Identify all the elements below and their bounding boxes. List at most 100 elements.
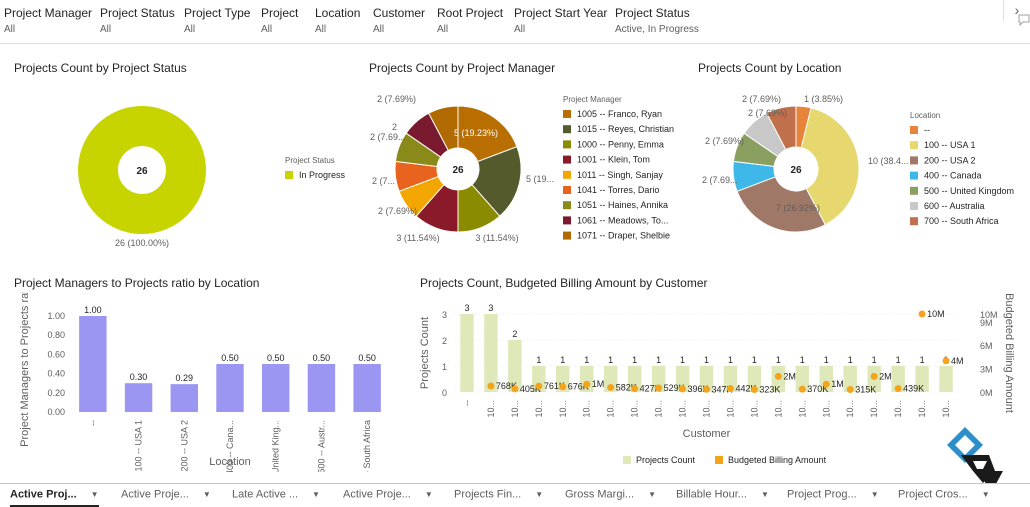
- bar-chart-ratio[interactable]: 0.00 0.20 0.40 0.60 0.80 1.00 1.00 -- 0.30 100 --…: [0, 292, 400, 472]
- point-data-label: 582K: [616, 382, 637, 392]
- point-data-label: 439K: [903, 384, 924, 394]
- page-tab[interactable]: Projects Fin... ▼: [454, 484, 543, 505]
- page-tab[interactable]: Project Cros... ▼: [898, 484, 990, 505]
- bar: [307, 364, 336, 412]
- bar: [699, 366, 714, 392]
- slice-data-label: 2 (7.69...: [370, 132, 406, 142]
- filter-value: All: [261, 24, 273, 35]
- x-tick-label: 10...: [654, 400, 664, 418]
- tab-label: Late Active ...: [232, 488, 299, 501]
- legend-swatch: [715, 456, 723, 464]
- comment-icon[interactable]: [1018, 14, 1030, 26]
- slice-data-label: 2 (7.69...: [702, 175, 738, 185]
- y-right-tick-label: 3M: [980, 365, 993, 375]
- donut-slice: [471, 146, 522, 217]
- bar: [170, 384, 198, 412]
- bar-data-label: 2: [512, 329, 517, 339]
- chevron-down-icon[interactable]: ▼: [312, 490, 320, 499]
- slice-data-label: 3 (11.54%): [475, 233, 518, 243]
- scatter-point: [535, 382, 543, 390]
- bar: [124, 383, 153, 412]
- filter-value: All: [4, 24, 16, 35]
- filter-slicer[interactable]: Customer All: [373, 6, 425, 35]
- y-tick-label: 0.60: [47, 349, 65, 359]
- page-tab[interactable]: Gross Margi... ▼: [565, 484, 656, 505]
- donut-chart-location[interactable]: 26 1 (3.85%) 10 (38.4... 7 (26.92%) 2 (7.69.…: [690, 80, 1030, 260]
- chart-title-manager: Projects Count by Project Manager: [369, 61, 556, 75]
- scatter-point: [798, 385, 806, 393]
- page-tab[interactable]: Project Prog... ▼: [787, 484, 879, 505]
- filter-slicer[interactable]: Project Status Active, In Progress: [615, 6, 699, 35]
- legend-swatch: [563, 140, 571, 149]
- bar: [915, 366, 929, 392]
- donut-slice: [800, 107, 860, 226]
- page-tab[interactable]: Active Proj... ▼: [10, 484, 99, 507]
- chevron-down-icon[interactable]: ▼: [760, 490, 769, 499]
- donut-chart-status[interactable]: 26 26 (100.00%) Project Status In Progress: [60, 80, 380, 260]
- bar-data-label: 1: [776, 355, 781, 365]
- page-tabs: Active Proj... ▼ Active Proje... ▼ Late Acti…: [0, 483, 1030, 507]
- chevron-down-icon[interactable]: ▼: [90, 490, 99, 499]
- chart-title-status: Projects Count by Project Status: [14, 61, 187, 75]
- filter-slicer[interactable]: Location All: [315, 6, 360, 35]
- chevron-down-icon[interactable]: ▼: [870, 490, 879, 499]
- filter-slicer[interactable]: Project Status All: [100, 6, 175, 35]
- bar-data-label: 1: [800, 355, 805, 365]
- legend-item-label: 1011 -- Singh, Sanjay: [577, 170, 663, 180]
- bar: [795, 366, 810, 392]
- y-tick-label: 0.80: [47, 330, 65, 340]
- bar-data-label: 0.50: [313, 353, 331, 363]
- legend-swatch: [910, 156, 918, 165]
- filter-slicer[interactable]: Root Project All: [437, 6, 503, 35]
- point-data-label: 2M: [879, 371, 892, 381]
- legend-item-label: Projects Count: [636, 455, 696, 465]
- filter-slicer[interactable]: Project Manager All: [4, 6, 92, 35]
- legend-swatch: [910, 217, 918, 226]
- legend-item-label: 1000 -- Penny, Emma: [577, 139, 664, 149]
- bar: [603, 366, 618, 392]
- slice-data-label: 7 (26.92%): [776, 203, 820, 213]
- y-tick-label: 1: [442, 362, 447, 372]
- chevron-down-icon[interactable]: ▼: [981, 490, 990, 499]
- bar-data-label: 1: [608, 355, 613, 365]
- legend-item-label: 1015 -- Reyes, Christian: [577, 124, 674, 134]
- chevron-down-icon[interactable]: ▼: [535, 490, 544, 499]
- combo-chart-customer[interactable]: 01230M3M6M9M10M3--310...210...110...110.…: [410, 292, 1030, 477]
- legend-item-label: 700 -- South Africa: [924, 216, 999, 226]
- tab-label: Projects Fin...: [454, 488, 522, 501]
- page-tab[interactable]: Late Active ... ▼: [232, 484, 320, 505]
- y-tick-label: 0.00: [47, 407, 65, 417]
- chevron-right-icon: ›: [1014, 2, 1020, 18]
- chart-title-customer: Projects Count, Budgeted Billing Amount …: [420, 276, 708, 290]
- x-tick-label: 10...: [821, 400, 831, 418]
- scatter-point: [942, 357, 950, 365]
- x-tick-label: 10...: [534, 400, 544, 418]
- bar-data-label: 0.50: [358, 353, 376, 363]
- legend-item-label: 1071 -- Draper, Shelbie: [577, 231, 670, 241]
- point-data-label: 323K: [759, 384, 780, 394]
- chevron-down-icon[interactable]: ▼: [202, 490, 211, 499]
- tab-label: Project Prog...: [787, 488, 857, 501]
- chevron-down-icon[interactable]: ▼: [424, 490, 433, 499]
- bar: [939, 366, 953, 392]
- y-right-tick-label: 0M: [980, 388, 993, 398]
- filter-slicer[interactable]: Project Type All: [184, 6, 250, 35]
- tab-label: Active Proje...: [343, 488, 411, 501]
- x-tick-label: 10...: [678, 400, 688, 418]
- scatter-point: [750, 385, 758, 393]
- filter-slicer[interactable]: Project All: [261, 6, 298, 35]
- legend-swatch: [910, 202, 918, 210]
- donut-chart-manager[interactable]: 26 5 (19.23%) 5 (19... 3 (11.54%) 3 (11.54%)…: [360, 80, 690, 260]
- point-data-label: 768K: [496, 381, 517, 391]
- tabs-next-button[interactable]: ›: [1003, 0, 1030, 21]
- filter-value: All: [184, 24, 196, 35]
- filter-slicer[interactable]: Project Start Year All: [514, 6, 607, 35]
- page-tab[interactable]: Active Proje... ▼: [121, 484, 211, 505]
- page-tab[interactable]: Billable Hour... ▼: [676, 484, 769, 505]
- bar: [508, 340, 522, 392]
- scatter-point: [918, 310, 926, 318]
- chevron-down-icon[interactable]: ▼: [648, 490, 656, 499]
- point-data-label: 10M: [927, 309, 945, 319]
- page-tab[interactable]: Active Proje... ▼: [343, 484, 433, 505]
- bar: [651, 366, 666, 392]
